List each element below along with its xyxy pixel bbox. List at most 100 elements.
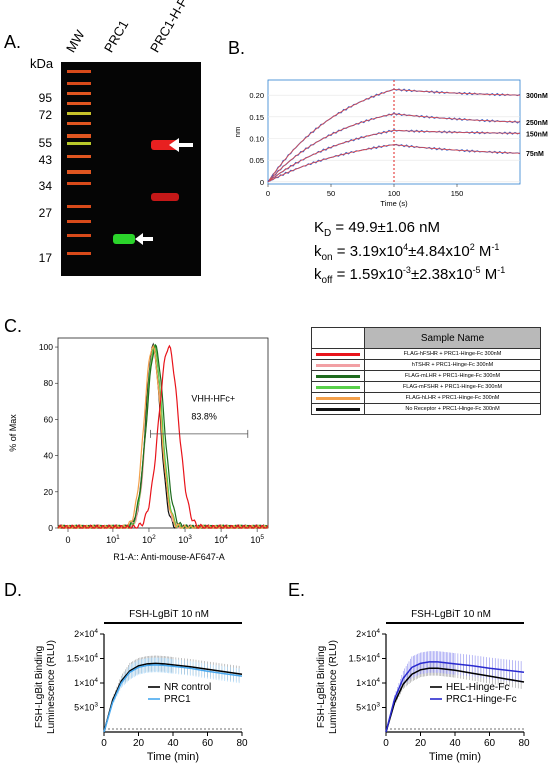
y-axis-title: FSH-LgBit BindingLuminescence (RLU) (34, 640, 57, 734)
kd-equation: KD = 49.9±1.06 nM (314, 219, 440, 239)
x-tick-label: 102 (142, 534, 156, 545)
x-tick-label: 0 (101, 738, 107, 749)
legend-swatch (316, 407, 360, 411)
arrow-prc1-h-fc-icon (169, 138, 193, 152)
sensorgram-fit (267, 129, 520, 183)
y-axis-title: % of Max (8, 414, 18, 452)
legend-row-label: FLAG-mFSHR + PRC1-Hinge-Fc 300nM (364, 381, 541, 393)
treatment-label: FSH-LgBiT 10 nM (129, 609, 209, 620)
series-label: 300nM (526, 93, 548, 100)
x-tick-label: 0 (383, 738, 389, 749)
x-tick-label: 60 (484, 738, 496, 749)
legend-swatch (316, 363, 360, 367)
binding-chart-d: FSH-LgBiT 10 nM 5×103 1×104 1.5×104 2×104 0 20… (34, 609, 248, 763)
mw-marker-34: 34 (38, 179, 52, 193)
x-tick-label: 104 (214, 534, 228, 545)
legend-swatch (316, 396, 360, 400)
y-tick-label: 0.05 (249, 156, 264, 165)
mw-marker-27: 27 (38, 206, 52, 220)
series-line (103, 664, 243, 733)
x-tick-label: 40 (167, 738, 179, 749)
y-axis-title: nm (233, 127, 242, 137)
panel-b-label: B. (228, 38, 246, 58)
legend-swatch (316, 352, 360, 356)
legend-row: FLAG-hFSHR + PRC1-Hinge-Fc 300nM (311, 348, 541, 360)
kda-label: kDa (30, 56, 54, 71)
series-label: 250nM (526, 120, 548, 127)
x-axis-title: Time (min) (429, 751, 481, 763)
treatment-label: FSH-LgBiT 10 nM (411, 609, 491, 620)
legend-label: HEL-Hinge-Fc (446, 682, 509, 693)
y-tick-label: 1×104 (74, 677, 98, 688)
y-tick-label: 5×103 (356, 702, 380, 713)
western-blot-image (61, 62, 201, 276)
series-label: 75nM (526, 151, 544, 158)
koff-equation: koff = 1.59x10-3±2.38x10-5 M-1 (314, 265, 506, 286)
kinetics-chart: 0 0.05 0.10 0.15 0.20 0 50 100 150 Time (s) nm 300n… (233, 79, 548, 208)
sensorgram-fit (267, 144, 521, 183)
legend-row: hTSHR + PRC1-Hinge-Fc 300nM (311, 359, 541, 371)
mw-marker-55: 55 (38, 136, 52, 150)
legend-row-label: FLAG-mLHR + PRC1-Hinge-Fc 300nM (364, 370, 541, 382)
y-tick-label: 1.5×104 (349, 653, 381, 664)
legend-row: FLAG-hLHR + PRC1-Hinge-Fc 300nM (311, 392, 541, 404)
legend-row-label: hTSHR + PRC1-Hinge-Fc 300nM (364, 359, 541, 371)
x-tick-label: 150 (451, 189, 464, 198)
y-tick-label: 2×104 (74, 628, 98, 639)
binding-chart-e: FSH-LgBiT 10 nM 5×103 1×104 1.5×104 2×104 0 20… (316, 609, 530, 763)
legend-label: PRC1-Hinge-Fc (446, 694, 517, 705)
lane-label-mw: MW (63, 27, 88, 55)
y-tick-label: 40 (44, 451, 54, 461)
x-tick-label: 0 (266, 189, 270, 198)
x-tick-label: 80 (236, 738, 248, 749)
y-tick-label: 0.10 (249, 135, 264, 144)
prc1-h-fc-band-lower (151, 193, 179, 201)
panel-a-label: A. (4, 32, 22, 52)
legend-row: FLAG-mLHR + PRC1-Hinge-Fc 300nM (311, 370, 541, 382)
y-tick-label: 0.15 (249, 113, 264, 122)
panel-c-label: C. (4, 316, 22, 336)
legend-header: Sample Name (364, 327, 541, 349)
panel-e-label: E. (288, 580, 306, 600)
arrow-prc1-icon (135, 233, 153, 245)
y-tick-label: 1.5×104 (67, 653, 99, 664)
series-line (385, 667, 525, 733)
sensorgram-fit (267, 113, 521, 183)
mw-marker-43: 43 (38, 153, 52, 167)
sensorgram-fit (267, 88, 521, 183)
x-tick-label: 100 (388, 189, 401, 198)
x-axis-title: Time (min) (147, 751, 199, 763)
y-tick-label: 60 (44, 414, 54, 424)
y-tick-label: 5×103 (74, 702, 98, 713)
x-tick-label: 20 (133, 738, 145, 749)
legend-label: NR control (164, 682, 211, 693)
sample-legend-table: Sample Name FLAG-hFSHR + PRC1-Hinge-Fc 3… (311, 327, 541, 415)
y-tick-label: 80 (44, 378, 54, 388)
x-tick-label: 80 (518, 738, 530, 749)
series-label: 150nM (526, 131, 548, 138)
y-tick-label: 20 (44, 487, 54, 497)
legend-row-label: FLAG-hFSHR + PRC1-Hinge-Fc 300nM (364, 348, 541, 360)
x-tick-label: 0 (65, 535, 70, 545)
y-tick-label: 0.20 (249, 91, 264, 100)
prc1-band (113, 234, 135, 244)
legend-row: FLAG-mFSHR + PRC1-Hinge-Fc 300nM (311, 381, 541, 393)
y-tick-label: 1×104 (356, 677, 380, 688)
x-tick-label: 105 (250, 534, 264, 545)
histogram-curve (57, 344, 269, 529)
x-tick-label: 101 (106, 534, 120, 545)
y-tick-label: 0 (48, 523, 53, 533)
legend-swatch (316, 374, 360, 378)
series-line (103, 662, 243, 733)
mw-ladder (67, 70, 91, 255)
panel-d-label: D. (4, 580, 22, 600)
x-tick-label: 20 (415, 738, 427, 749)
y-tick-label: 100 (39, 342, 53, 352)
y-axis-title: FSH-LgBit BindingLuminescence (RLU) (316, 640, 339, 734)
series-line (385, 661, 525, 733)
x-axis-title: Time (s) (380, 199, 408, 208)
legend-row-label: No Receptor + PRC1-Hinge-Fc 300nM (364, 403, 541, 415)
kon-equation: kon = 3.19x104±4.84x102 M-1 (314, 242, 500, 263)
y-tick-label: 0 (260, 178, 264, 187)
